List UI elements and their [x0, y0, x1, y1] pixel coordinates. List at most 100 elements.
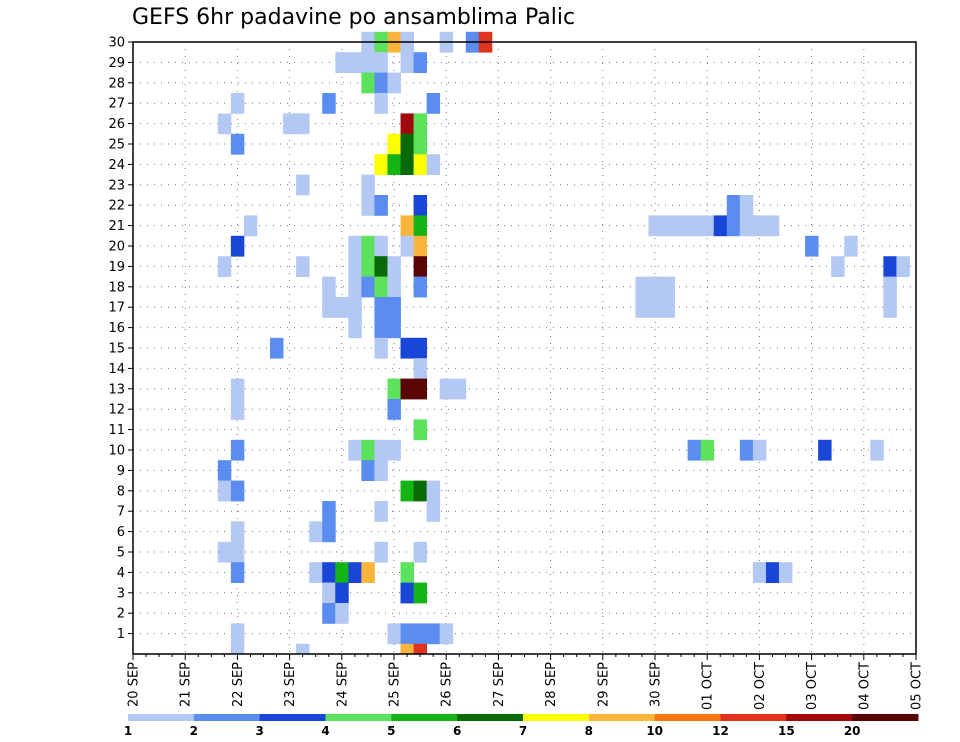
heatmap-cell	[348, 235, 362, 257]
x-tick-label: 22 SEP	[231, 662, 246, 707]
legend-label: 1	[124, 724, 132, 738]
legend-swatch	[523, 714, 590, 721]
heatmap-cell	[387, 297, 401, 318]
heatmap-cell	[387, 399, 401, 420]
x-tick-label: 27 SEP	[492, 662, 507, 707]
y-tick-label: 8	[117, 484, 125, 499]
heatmap-cell	[387, 133, 401, 155]
legend-swatch	[457, 714, 524, 721]
heatmap-cell	[230, 562, 245, 583]
heatmap-cell	[452, 378, 467, 400]
heatmap-cell	[374, 501, 388, 522]
heatmap-cell	[661, 215, 675, 237]
heatmap-cell	[426, 623, 441, 645]
x-tick-label: 30 SEP	[649, 662, 664, 707]
x-tick-label: 20 SEP	[127, 662, 142, 707]
heatmap-cell	[635, 276, 649, 298]
heatmap-cell	[439, 623, 454, 645]
legend-label: 12	[712, 724, 729, 738]
heatmap-cell	[883, 256, 897, 277]
heatmap-cell	[896, 256, 910, 277]
chart-title: GEFS 6hr padavine po ansamblima Palic	[132, 5, 575, 30]
y-tick-label: 14	[108, 362, 125, 377]
y-tick-label: 3	[117, 586, 125, 601]
color-legend: 1 2 3 4 5 6 7 8 10 12 15 20	[124, 714, 919, 738]
heatmap-cell	[778, 562, 793, 583]
legend-swatch	[654, 714, 721, 721]
y-tick-label: 25	[108, 138, 125, 153]
heatmap-cell	[387, 378, 401, 400]
heatmap-cell	[648, 215, 662, 237]
heatmap-cell	[413, 154, 428, 175]
heatmap-cell	[413, 235, 428, 257]
heatmap-cell	[400, 623, 414, 645]
heatmap-cell	[361, 235, 375, 257]
heatmap-cell	[361, 52, 375, 73]
heatmap-cell	[413, 643, 428, 655]
y-tick-label: 27	[108, 97, 125, 112]
heatmap-cell	[230, 399, 245, 420]
heatmap-cell	[413, 419, 428, 441]
heatmap-cell	[348, 297, 362, 318]
heatmap-cell	[400, 235, 414, 257]
heatmap-cell	[374, 93, 388, 114]
heatmap-cell	[361, 276, 375, 298]
heatmap-cell	[752, 215, 767, 237]
heatmap-cell	[296, 643, 310, 655]
y-tick-label: 16	[108, 321, 125, 336]
y-tick-label: 30	[108, 36, 125, 51]
heatmap-cell	[400, 378, 414, 400]
heatmap-cell	[413, 256, 428, 277]
x-tick-label: 26 SEP	[440, 662, 455, 707]
y-tick-label: 26	[108, 117, 125, 132]
heatmap-cell	[230, 378, 245, 400]
heatmap-cell	[374, 460, 388, 481]
y-tick-label: 6	[117, 525, 125, 540]
heatmap-cell	[374, 541, 388, 563]
heatmap-cell	[348, 276, 362, 298]
legend-swatch	[786, 714, 853, 721]
heatmap-cell	[400, 480, 414, 502]
heatmap-cell	[413, 215, 428, 237]
heatmap-cell	[400, 643, 414, 655]
heatmap-cell	[309, 521, 323, 543]
heatmap-cell	[322, 93, 336, 114]
heatmap-cell	[765, 562, 780, 583]
heatmap-cell	[230, 643, 245, 655]
y-tick-label: 24	[108, 158, 125, 173]
heatmap-cell	[309, 562, 323, 583]
heatmap-cell	[335, 52, 349, 73]
heatmap-cell	[348, 256, 362, 277]
heatmap-cell	[426, 480, 441, 502]
heatmap-cell	[700, 215, 715, 237]
heatmap-cells	[217, 31, 910, 655]
heatmap-cell	[413, 541, 428, 563]
heatmap-cell	[739, 215, 754, 237]
heatmap-cell	[270, 337, 284, 359]
legend-label: 4	[321, 724, 329, 738]
heatmap-cell	[230, 623, 245, 645]
heatmap-cell	[883, 297, 897, 318]
heatmap-cell	[387, 276, 401, 298]
heatmap-cell	[765, 215, 780, 237]
y-tick-label: 12	[108, 403, 125, 418]
y-axis: 1234567891011121314151617181920212223242…	[108, 36, 133, 642]
heatmap-cell	[700, 439, 715, 461]
heatmap-cell	[322, 562, 336, 583]
x-tick-label: 05 OCT	[910, 662, 925, 710]
heatmap-cell	[361, 439, 375, 461]
heatmap-cell	[400, 337, 414, 359]
heatmap-cell	[687, 215, 702, 237]
heatmap-cell	[374, 297, 388, 318]
heatmap-cell	[400, 582, 414, 604]
heatmap-cell	[752, 439, 767, 461]
y-tick-label: 11	[108, 423, 125, 438]
x-tick-label: 01 OCT	[701, 662, 716, 710]
heatmap-cell	[361, 195, 375, 216]
heatmap-cell	[426, 501, 441, 522]
y-tick-label: 20	[108, 240, 125, 255]
heatmap-cell	[322, 501, 336, 522]
legend-label: 20	[844, 724, 861, 738]
heatmap-cell	[322, 582, 336, 604]
heatmap-cell	[374, 154, 388, 175]
